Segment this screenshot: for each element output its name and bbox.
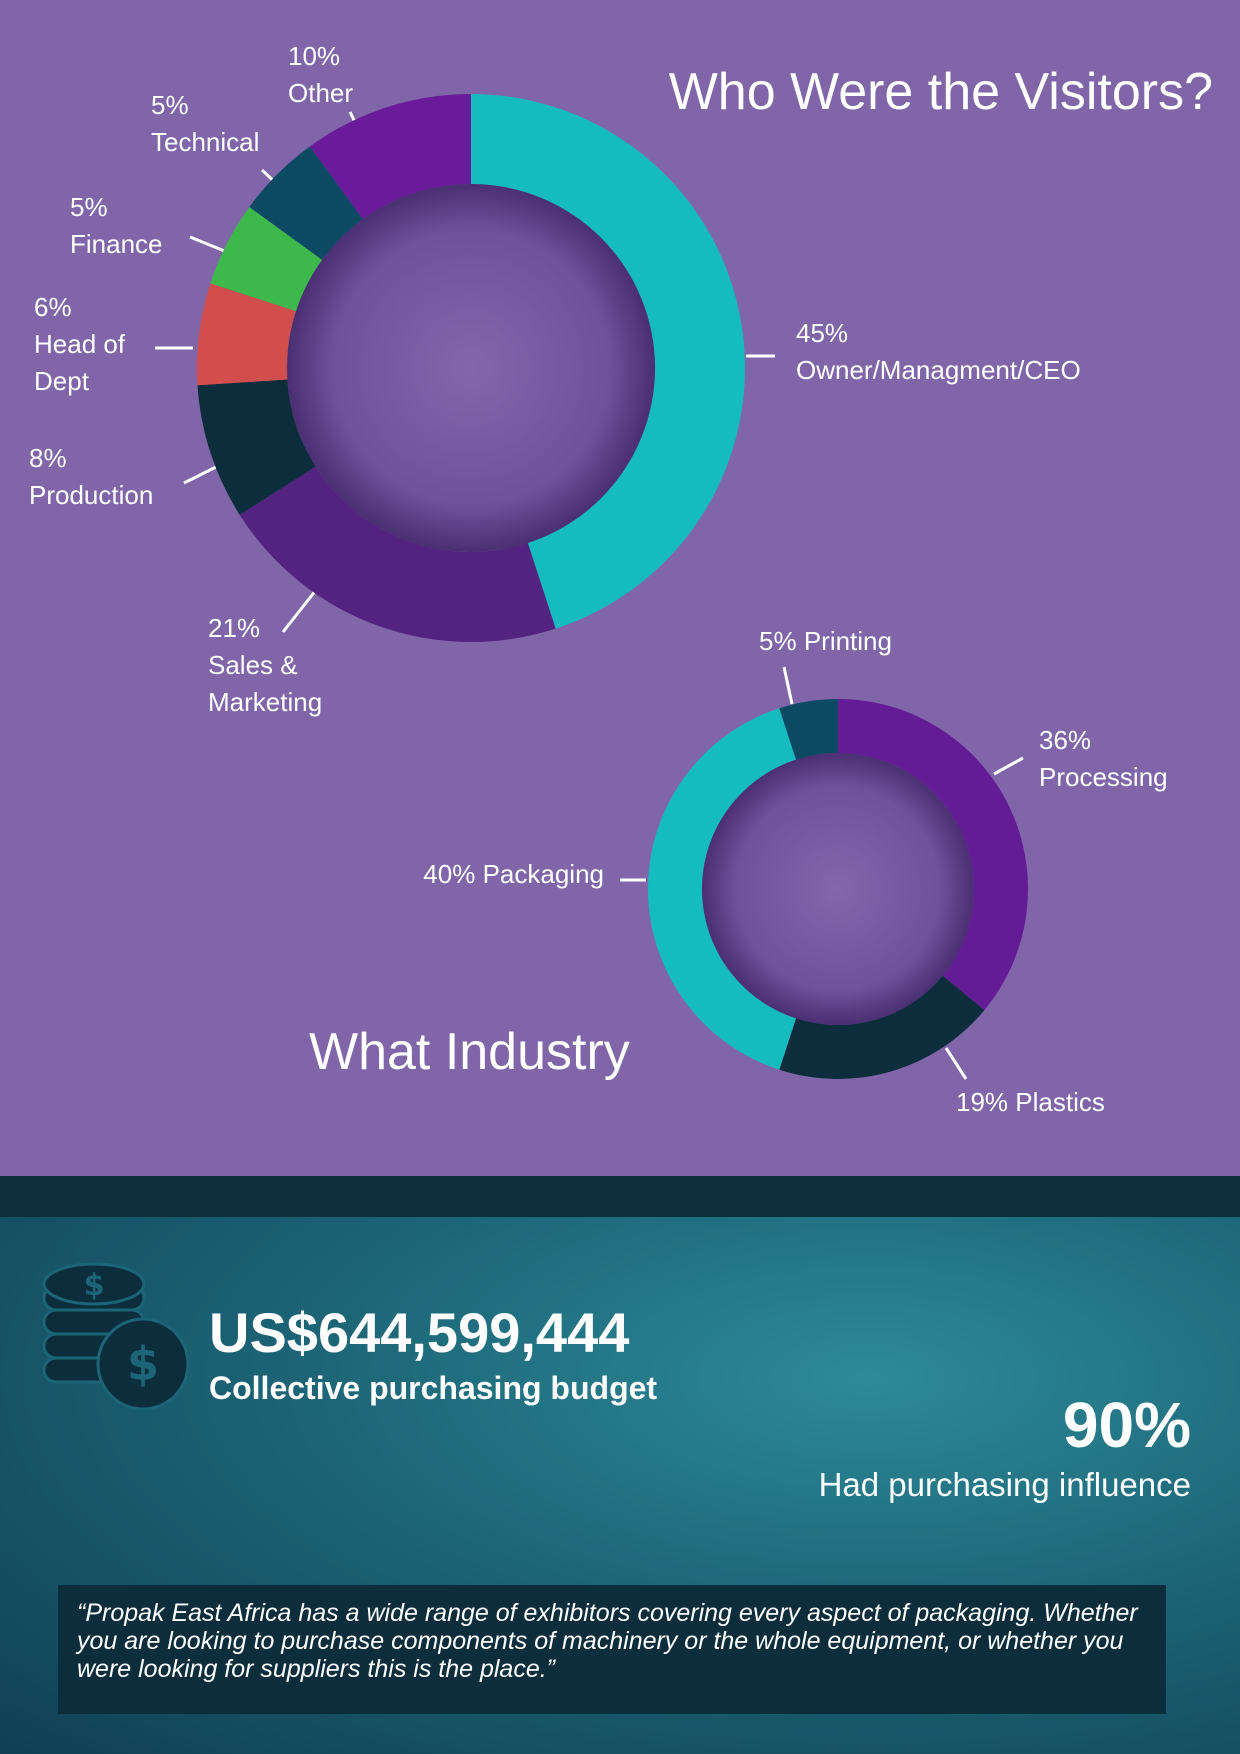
category-label: Technical xyxy=(151,127,260,157)
category-label: Finance xyxy=(70,229,163,259)
value-label: 45% xyxy=(796,318,849,348)
donut-segment xyxy=(309,94,471,220)
svg-text:$: $ xyxy=(84,1268,105,1303)
donut-segment xyxy=(197,379,316,515)
donut-segment xyxy=(838,699,1029,1011)
budget-value: US$644,599,444 xyxy=(209,1301,630,1364)
slice-label: 5% Printing xyxy=(759,623,892,660)
slice-label: 6% Head of Dept xyxy=(34,289,149,400)
category-label: Other xyxy=(288,78,354,108)
divider-band xyxy=(0,1176,1240,1217)
value-label: 21% xyxy=(208,613,261,643)
svg-text:$: $ xyxy=(127,1337,159,1391)
value-label: 5% xyxy=(759,626,797,656)
slice-label: 40% Packaging xyxy=(423,856,604,893)
category-label: Head of Dept xyxy=(34,329,126,396)
donut-hole xyxy=(287,184,655,552)
slice-label: 8% Production xyxy=(29,440,229,514)
value-label: 6% xyxy=(34,292,72,322)
category-label: Owner/Managment/CEO xyxy=(796,355,1081,385)
category-label: Production xyxy=(29,480,154,510)
value-label: 8% xyxy=(29,443,67,473)
influence-label: Had purchasing influence xyxy=(818,1466,1191,1503)
category-label: Plastics xyxy=(1015,1087,1105,1117)
donut-segment xyxy=(197,283,297,386)
category-label: Sales & Marketing xyxy=(208,650,323,717)
donut-segment xyxy=(779,975,985,1079)
donut-segment xyxy=(249,146,363,260)
leader-lines xyxy=(155,111,1024,1080)
money-icon: $ $ xyxy=(42,1262,190,1411)
donut-segment xyxy=(471,94,745,629)
slice-label: 19% Plastics xyxy=(956,1084,1105,1121)
donut-segment xyxy=(210,206,323,312)
chart-title: What Industry xyxy=(309,1023,630,1081)
value-label: 5% xyxy=(70,192,108,222)
charts xyxy=(155,94,1029,1080)
donut-segment xyxy=(648,708,796,1070)
donut-hole xyxy=(702,753,974,1025)
chart-title: Who Were the Visitors? xyxy=(668,63,1213,121)
value-label: 5% xyxy=(151,90,189,120)
slice-label: 36% Processing xyxy=(1039,722,1229,796)
value-label: 36% xyxy=(1039,725,1092,755)
slice-label: 45% Owner/Managment/CEO xyxy=(796,315,1216,389)
slice-label: 21% Sales & Marketing xyxy=(208,610,348,721)
influence-value: 90% xyxy=(1062,1389,1191,1461)
donut-segment xyxy=(239,466,556,642)
slice-label: 5% Finance xyxy=(70,189,270,263)
category-label: Printing xyxy=(803,626,892,656)
category-label: Processing xyxy=(1039,762,1168,792)
slice-label: 10% Other xyxy=(288,38,488,112)
value-label: 40% xyxy=(423,859,476,889)
value-label: 19% xyxy=(956,1087,1009,1117)
budget-label: Collective purchasing budget xyxy=(209,1370,658,1406)
quote: “Propak East Africa has a wide range of … xyxy=(58,1585,1166,1714)
slice-label: 5% Technical xyxy=(151,87,351,161)
value-label: 10% xyxy=(288,41,341,71)
category-label: Packaging xyxy=(482,859,604,889)
donut-segment xyxy=(779,699,838,760)
